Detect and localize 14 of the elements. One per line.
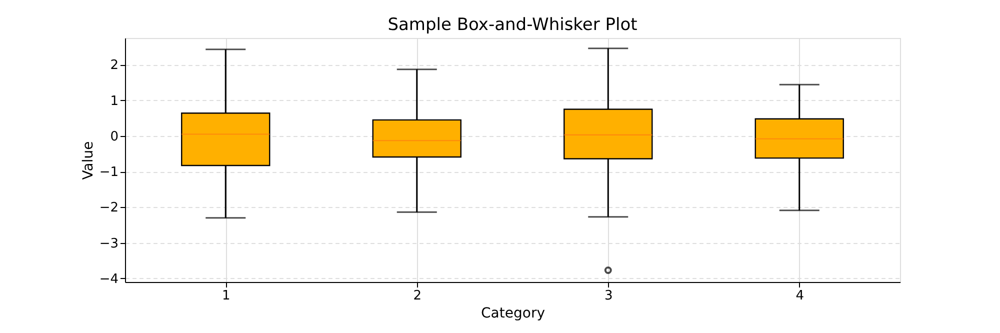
x-tick-label: 2 [413, 288, 422, 304]
y-tick-label: −2 [99, 200, 118, 216]
x-tick-label: 3 [604, 288, 613, 304]
y-tick-label: 1 [110, 94, 118, 109]
y-tick-label: 2 [110, 58, 118, 74]
y-tick-label: 0 [110, 129, 118, 144]
y-axis-title: Value [80, 141, 96, 180]
x-axis-title: Category [481, 306, 545, 322]
chart-title: Sample Box-and-Whisker Plot [388, 15, 638, 35]
y-tick-label: −3 [99, 236, 118, 252]
y-tick-label: −1 [99, 165, 118, 180]
x-tick-label: 1 [222, 288, 230, 304]
x-tick-label: 4 [796, 288, 804, 304]
y-tick-label: −4 [99, 272, 118, 287]
